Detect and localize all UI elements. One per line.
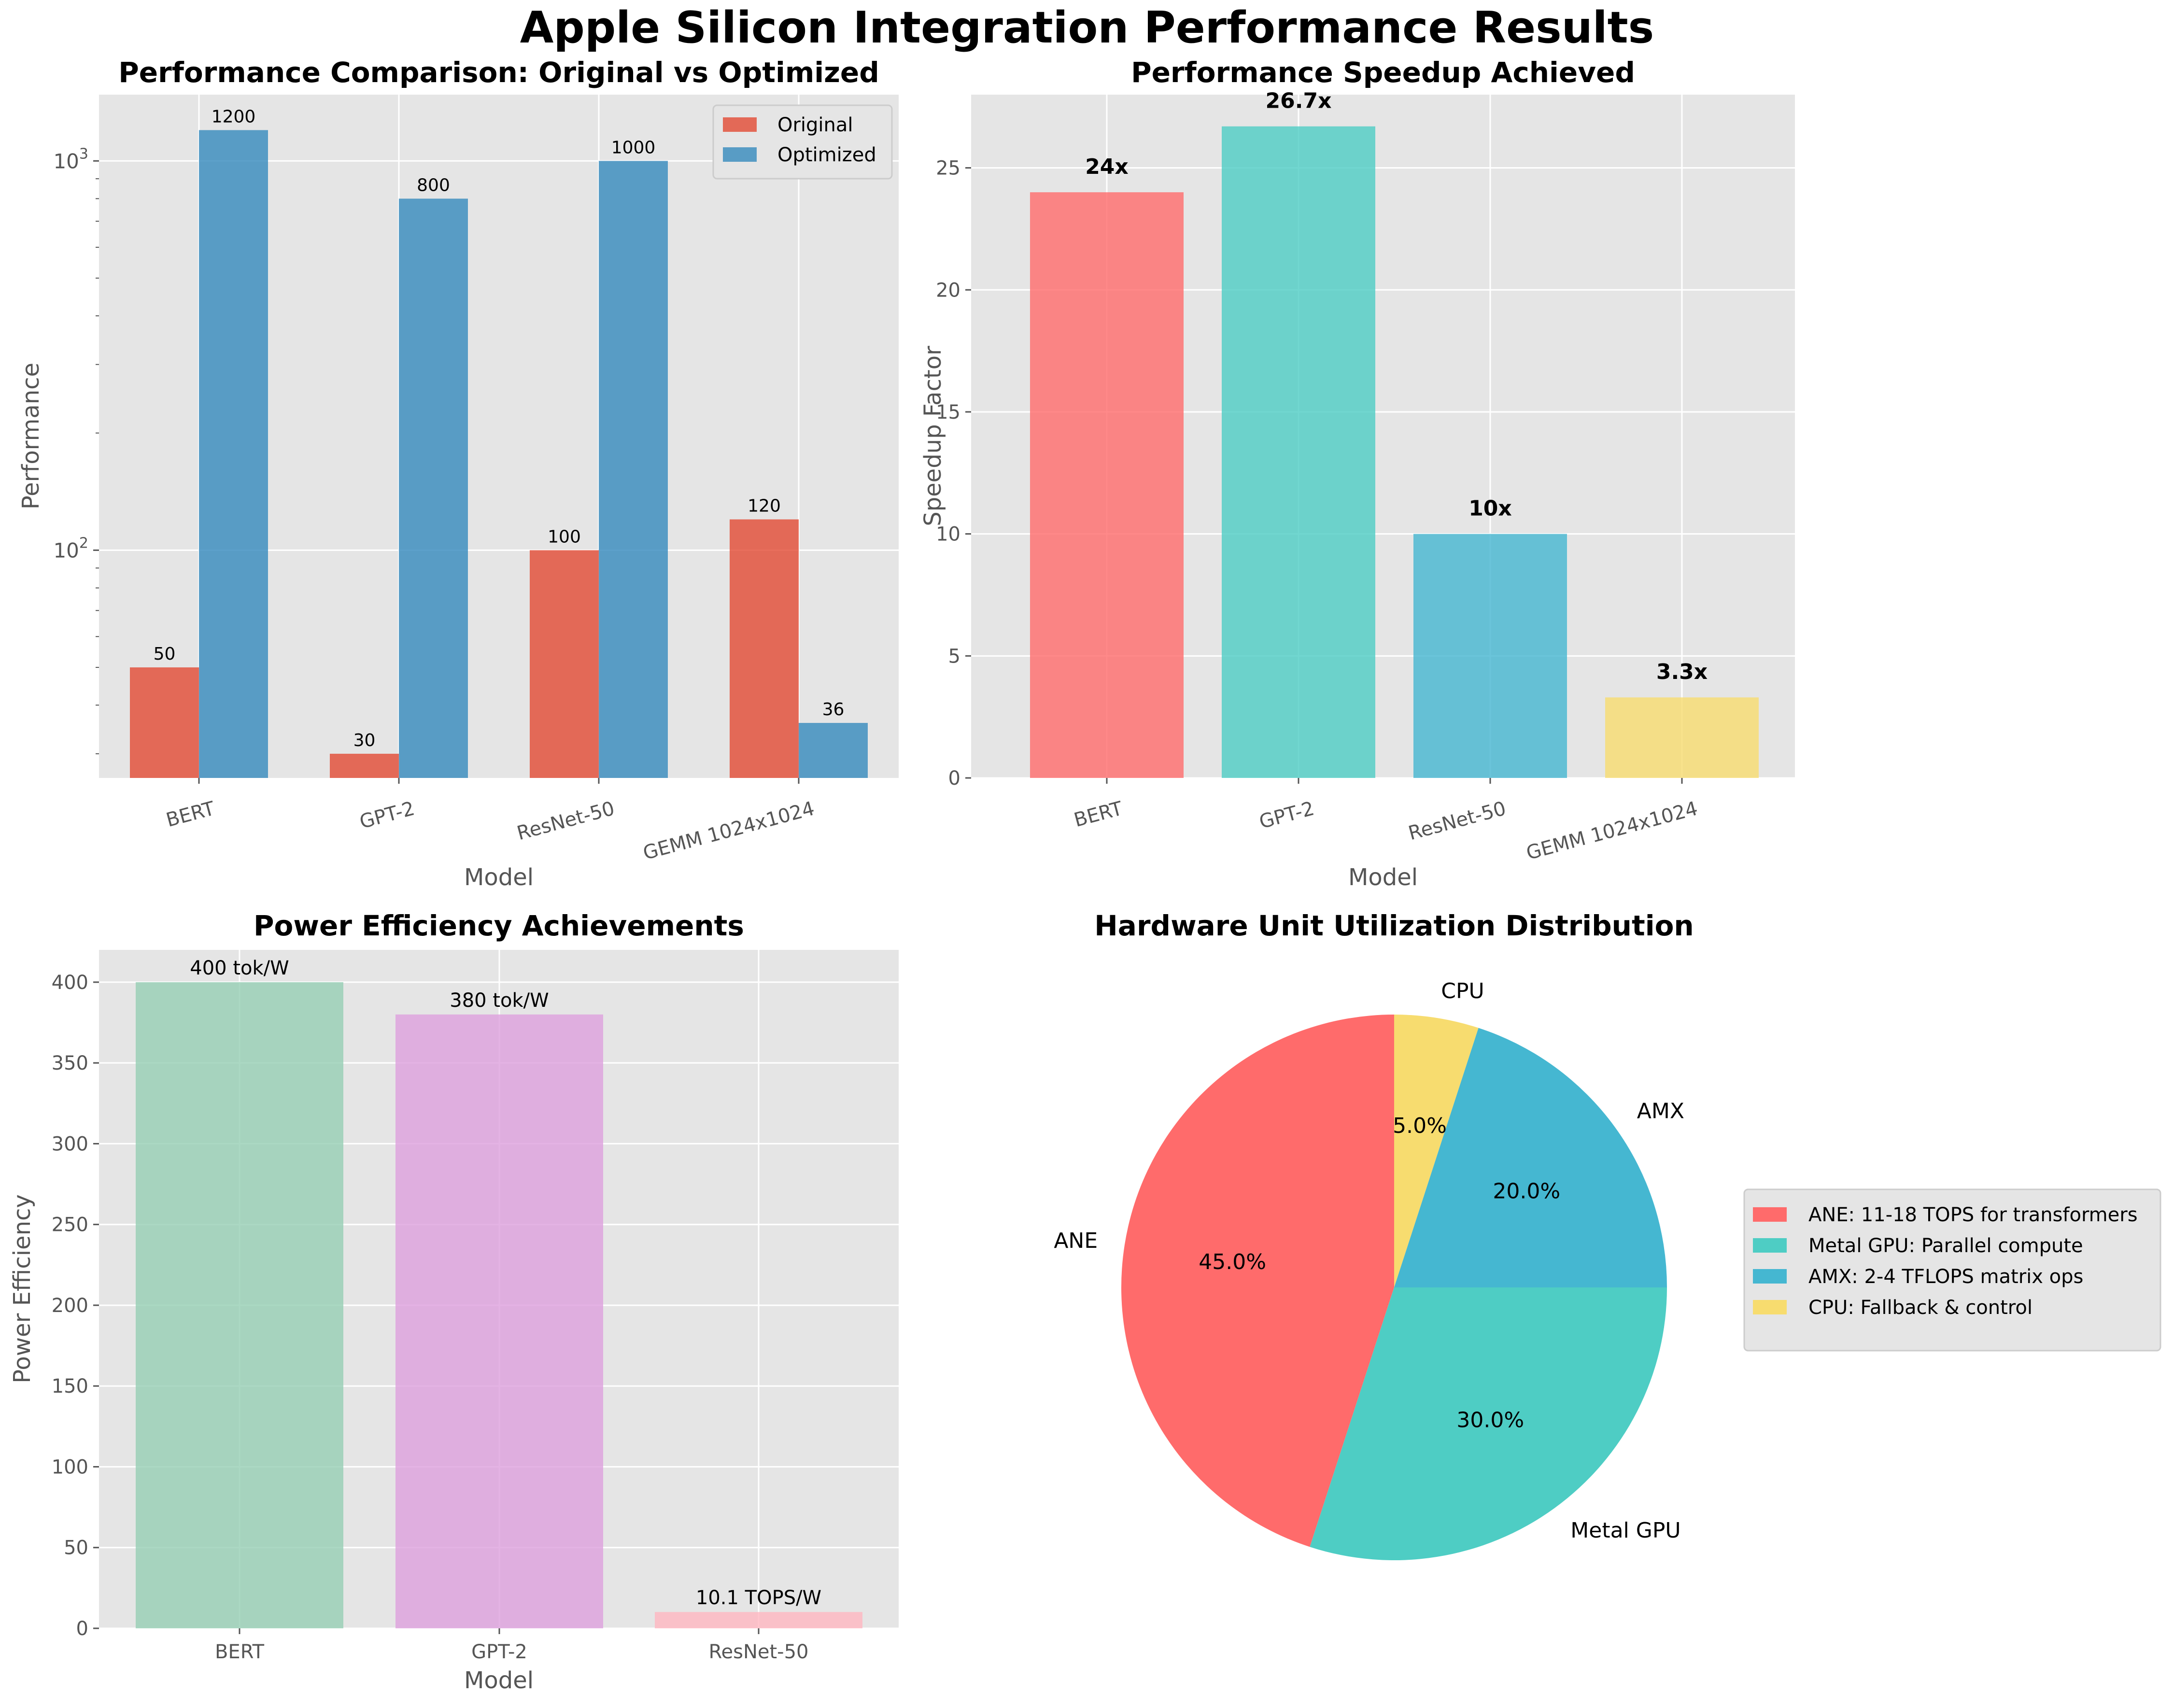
x-axis-label: Model xyxy=(1348,864,1418,891)
bar-optimized-bert xyxy=(199,130,268,778)
panel-performance-comparison: 102103BERT501200GPT-230800ResNet-5010010… xyxy=(17,56,899,891)
panel-hardware-utilization: Hardware Unit Utilization Distribution A… xyxy=(1054,909,2161,1560)
bar-original-gemm-1024x1024 xyxy=(730,519,799,778)
data-label: 36 xyxy=(822,700,845,720)
y-tick-label: 300 xyxy=(52,1133,88,1155)
legend-swatch-original xyxy=(723,117,757,132)
bar-gpt-2 xyxy=(395,1014,603,1628)
bar-original-gpt-2 xyxy=(330,753,399,778)
x-tick-label-resnet-50: ResNet-50 xyxy=(709,1641,809,1663)
bar-resnet-50 xyxy=(655,1612,862,1628)
pie-pct-cpu: 5.0% xyxy=(1393,1114,1447,1138)
data-label: 10.1 TOPS/W xyxy=(696,1587,821,1609)
bar-optimized-gpt-2 xyxy=(399,198,468,778)
bar-original-resnet-50 xyxy=(530,550,599,778)
y-tick-label: 25 xyxy=(936,157,960,180)
y-tick-label: 0 xyxy=(948,767,960,790)
data-label: 26.7x xyxy=(1266,89,1332,113)
x-tick-label-bert: BERT xyxy=(215,1641,265,1663)
x-axis-label: Model xyxy=(464,1667,534,1694)
y-tick-label: 15 xyxy=(936,401,960,423)
bar-resnet-50 xyxy=(1413,534,1567,778)
y-tick-label: 10 xyxy=(936,523,960,546)
legend-label-optimized: Optimized xyxy=(777,144,876,166)
bar-bert xyxy=(1030,192,1184,778)
pie-label-ane: ANE xyxy=(1054,1228,1098,1253)
y-axis-label: Power Efficiency xyxy=(9,1194,36,1383)
bar-bert xyxy=(136,982,343,1628)
legend-label-original: Original xyxy=(777,114,853,136)
y-tick-label: 103 xyxy=(53,145,88,173)
y-tick-label: 350 xyxy=(52,1052,88,1074)
pie-slice-amx xyxy=(1394,1028,1667,1287)
chart-title: Performance Speedup Achieved xyxy=(1131,56,1635,89)
y-tick-label: 100 xyxy=(52,1456,88,1478)
chart-title: Power Efficiency Achievements xyxy=(254,909,744,942)
legend-label-metal-gpu: Metal GPU: Parallel compute xyxy=(1808,1235,2083,1257)
y-tick-label: 150 xyxy=(52,1375,88,1397)
bar-gemm-1024x1024 xyxy=(1605,697,1759,778)
legend-swatch-ane xyxy=(1753,1207,1787,1222)
figure-title: Apple Silicon Integration Performance Re… xyxy=(520,2,1654,53)
pie-slice-ane xyxy=(1121,1015,1394,1547)
legend-swatch-metal-gpu xyxy=(1753,1238,1787,1253)
y-tick-label: 50 xyxy=(64,1537,88,1559)
bar-gpt-2 xyxy=(1222,126,1375,778)
data-label: 100 xyxy=(548,527,581,547)
data-label: 24x xyxy=(1085,155,1129,179)
chart-title: Performance Comparison: Original vs Opti… xyxy=(118,56,879,89)
y-tick-label: 20 xyxy=(936,279,960,301)
panel-power-efficiency: 0 50 100 150 200 250 300 350 400 400 tok/W BERT 380… xyxy=(9,909,899,1694)
chart-title: Hardware Unit Utilization Distribution xyxy=(1094,909,1694,942)
legend: ANE: 11-18 TOPS for transformers Metal GP… xyxy=(1743,1188,2161,1352)
data-label: 50 xyxy=(154,644,176,664)
data-label: 30 xyxy=(353,731,376,750)
pie-slice-cpu xyxy=(1394,1015,1479,1287)
legend-swatch-cpu xyxy=(1753,1300,1787,1314)
data-label: 10x xyxy=(1468,496,1512,521)
y-tick-label: 200 xyxy=(52,1295,88,1317)
pie-slice-metal-gpu xyxy=(1310,1287,1667,1560)
bar-original-bert xyxy=(130,667,199,778)
pie-label-cpu: CPU xyxy=(1441,979,1484,1003)
data-label: 400 tok/W xyxy=(190,957,289,979)
legend-label-ane: ANE: 11-18 TOPS for transformers xyxy=(1808,1204,2138,1226)
bar-optimized-gemm-1024x1024 xyxy=(799,723,868,778)
legend-label-amx: AMX: 2-4 TFLOPS matrix ops xyxy=(1808,1266,2083,1288)
x-axis-label: Model xyxy=(464,864,534,891)
x-tick-label-gpt-2: GPT-2 xyxy=(471,1641,527,1663)
data-label: 800 xyxy=(417,175,450,195)
y-tick-label: 0 xyxy=(76,1618,88,1640)
y-tick-label: 400 xyxy=(52,972,88,994)
data-label: 1200 xyxy=(212,107,256,127)
data-label: 3.3x xyxy=(1656,660,1708,684)
pie-label-amx: AMX xyxy=(1637,1099,1684,1124)
pie-pct-metal-gpu: 30.0% xyxy=(1456,1408,1524,1432)
y-axis-label: Performance xyxy=(17,363,44,509)
legend-label-cpu: CPU: Fallback & control xyxy=(1808,1297,2033,1319)
bar-optimized-resnet-50 xyxy=(599,161,668,778)
y-tick-label: 250 xyxy=(52,1214,88,1236)
legend-swatch-amx xyxy=(1753,1269,1787,1284)
y-tick-label: 5 xyxy=(948,645,960,667)
pie-pct-ane: 45.0% xyxy=(1199,1250,1266,1274)
pie-pct-amx: 20.0% xyxy=(1493,1179,1560,1204)
data-label: 120 xyxy=(748,496,781,516)
pie-label-metal-gpu: Metal GPU xyxy=(1570,1518,1680,1543)
data-label: 1000 xyxy=(611,138,656,157)
legend: Original Optimized xyxy=(712,104,893,180)
y-axis-label: Speedup Factor xyxy=(919,346,946,526)
data-label: 380 tok/W xyxy=(450,989,549,1012)
legend-swatch-optimized xyxy=(723,147,757,162)
